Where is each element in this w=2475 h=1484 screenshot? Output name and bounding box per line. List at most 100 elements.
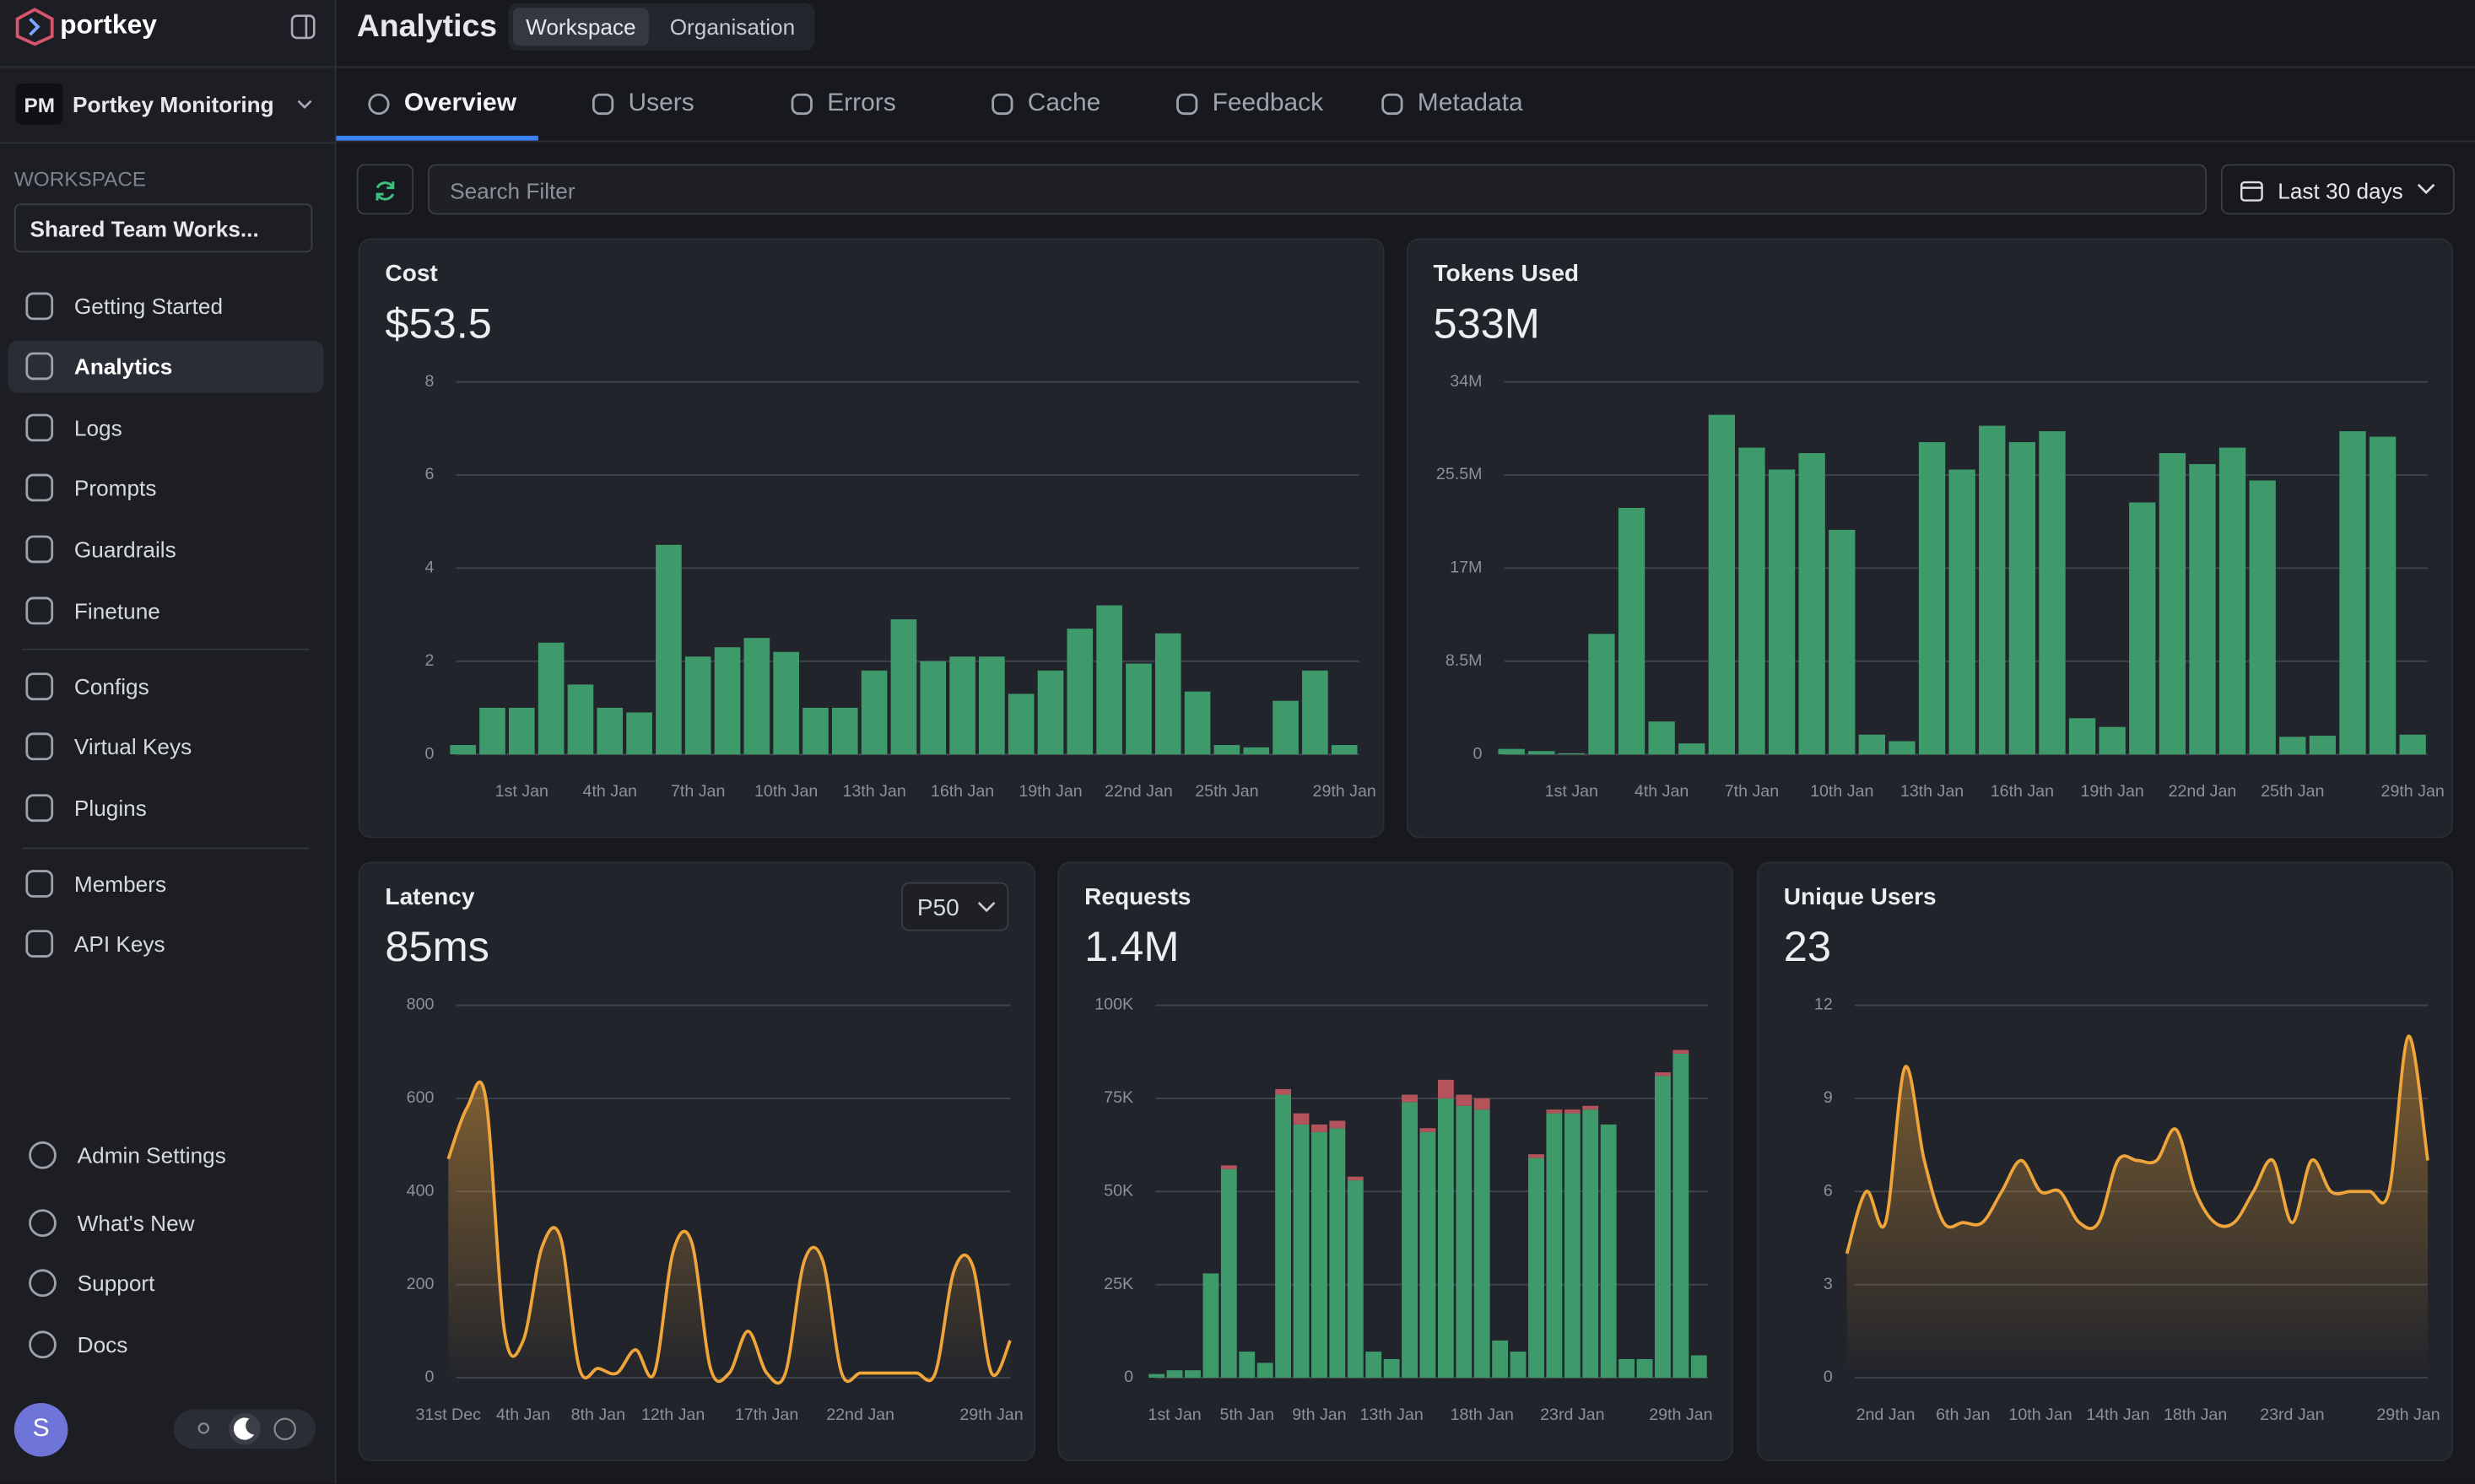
bar xyxy=(2309,736,2337,755)
x-tick-label: 29th Jan xyxy=(1313,782,1376,801)
x-tick-label: 12th Jan xyxy=(641,1406,705,1424)
bar xyxy=(2339,431,2366,755)
refresh-button[interactable] xyxy=(356,164,414,215)
bar xyxy=(1302,670,1328,755)
icon-shape xyxy=(592,93,614,116)
footer-item[interactable]: Support xyxy=(11,1256,327,1309)
footer-item[interactable]: Admin Settings xyxy=(11,1128,327,1180)
y-tick-label: 75K xyxy=(1104,1088,1133,1107)
y-tick-label: 100K xyxy=(1094,996,1133,1014)
bar-segment xyxy=(1528,1158,1544,1379)
bar-segment xyxy=(1655,1076,1671,1379)
nav-item[interactable]: Prompts xyxy=(8,462,323,515)
bar-segment xyxy=(1220,1165,1237,1169)
bar-segment xyxy=(1419,1131,1436,1379)
footer-label: What's New xyxy=(77,1209,195,1235)
bar-segment xyxy=(1275,1088,1292,1095)
icon xyxy=(29,1268,57,1297)
calendar-icon xyxy=(2240,181,2263,202)
workspace-select[interactable]: Shared Team Works... xyxy=(14,203,313,253)
nav-item[interactable]: Plugins xyxy=(8,781,323,834)
icon-shape xyxy=(25,413,54,441)
x-tick-label: 9th Jan xyxy=(1292,1406,1346,1424)
icon xyxy=(25,596,54,624)
chart-title: Requests xyxy=(1084,883,1192,911)
scope-switch: Workspace Organisation xyxy=(508,3,815,51)
org-name[interactable]: Portkey Monitoring xyxy=(73,91,274,117)
bar xyxy=(1678,743,1705,755)
nav-item[interactable]: Finetune xyxy=(8,584,323,636)
footer-label: Admin Settings xyxy=(77,1141,226,1168)
bar xyxy=(2039,431,2066,755)
nav-item[interactable]: Analytics xyxy=(8,340,324,393)
scope-option[interactable]: Workspace xyxy=(512,8,649,46)
nav-item[interactable]: API Keys xyxy=(8,918,323,970)
collapse-button[interactable] xyxy=(290,14,316,40)
line xyxy=(446,1080,1012,1385)
nav-item[interactable]: Members xyxy=(8,857,323,909)
area-fill xyxy=(1846,1036,2428,1379)
x-tick-label: 8th Jan xyxy=(571,1406,625,1424)
chart-title: Cost xyxy=(385,260,438,288)
divider xyxy=(22,847,310,850)
footer-item[interactable]: What's New xyxy=(11,1196,327,1249)
x-tick-label: 16th Jan xyxy=(1991,782,2054,801)
x-tick-label: 1st Jan xyxy=(1148,1406,1201,1424)
bar xyxy=(1213,745,1240,755)
chevron xyxy=(977,902,996,913)
nav-label: Plugins xyxy=(73,795,147,821)
nav-item[interactable]: Guardrails xyxy=(8,523,323,575)
nav-item[interactable]: Getting Started xyxy=(8,279,323,332)
avatar[interactable]: S xyxy=(14,1402,68,1457)
nav-label: Prompts xyxy=(73,475,157,501)
tab[interactable]: Cache xyxy=(990,67,1100,140)
y-tick-label: 6 xyxy=(424,465,434,483)
auto-theme[interactable] xyxy=(273,1417,297,1441)
y-tick-label: 2 xyxy=(424,651,434,670)
chevron[interactable] xyxy=(295,96,314,112)
bar-segment xyxy=(1564,1109,1581,1114)
bar-segment xyxy=(1419,1128,1436,1132)
tab[interactable]: Users xyxy=(591,67,694,140)
search-filter[interactable]: Search Filter xyxy=(427,164,2208,215)
x-tick-label: 29th Jan xyxy=(2381,782,2445,801)
nav-item[interactable]: Configs xyxy=(8,660,323,712)
icon xyxy=(29,1330,57,1358)
nav-label: Members xyxy=(73,870,167,896)
bar-segment xyxy=(1636,1358,1653,1379)
percentile-select[interactable]: P50 xyxy=(901,882,1009,931)
icon-shape xyxy=(25,793,54,822)
bar-segment xyxy=(1456,1094,1473,1106)
bar xyxy=(1273,700,1299,755)
scope-option[interactable]: Organisation xyxy=(669,13,796,40)
date-range[interactable]: Last 30 days xyxy=(2220,164,2455,215)
bar xyxy=(538,642,565,755)
date-range-label: Last 30 days xyxy=(2278,178,2403,204)
x-tick-label: 17th Jan xyxy=(735,1406,798,1424)
x-tick-label: 25th Jan xyxy=(1195,782,1258,801)
bar xyxy=(684,656,711,755)
x-tick-label: 5th Jan xyxy=(1220,1406,1274,1424)
icon xyxy=(25,352,54,380)
light-theme[interactable] xyxy=(192,1417,214,1439)
bar-segment xyxy=(1402,1094,1418,1103)
x-tick-label: 1st Jan xyxy=(495,782,548,801)
chart: 0 25K 50K 75K 100K 1st Jan 5th Jan 9th Jan 13th … xyxy=(1094,996,1712,1424)
x-tick-label: 29th Jan xyxy=(959,1406,1023,1424)
nav-item[interactable]: Logs xyxy=(8,401,323,453)
footer-item[interactable]: Docs xyxy=(11,1318,327,1370)
chevron-path xyxy=(977,902,996,913)
bar xyxy=(597,707,624,755)
tab[interactable]: Overview xyxy=(366,67,516,140)
dark-theme[interactable] xyxy=(227,1412,262,1445)
top-bar: Analytics Workspace Organisation xyxy=(336,0,2475,68)
tab[interactable]: Metadata xyxy=(1380,67,1523,140)
bar xyxy=(2159,453,2186,755)
tab[interactable]: Feedback xyxy=(1175,67,1323,140)
tab[interactable]: Errors xyxy=(789,67,896,140)
bar xyxy=(1096,605,1122,755)
bar xyxy=(861,670,888,755)
nav-item[interactable]: Virtual Keys xyxy=(8,720,323,773)
icon xyxy=(25,672,54,700)
bar-segment xyxy=(1275,1094,1292,1379)
